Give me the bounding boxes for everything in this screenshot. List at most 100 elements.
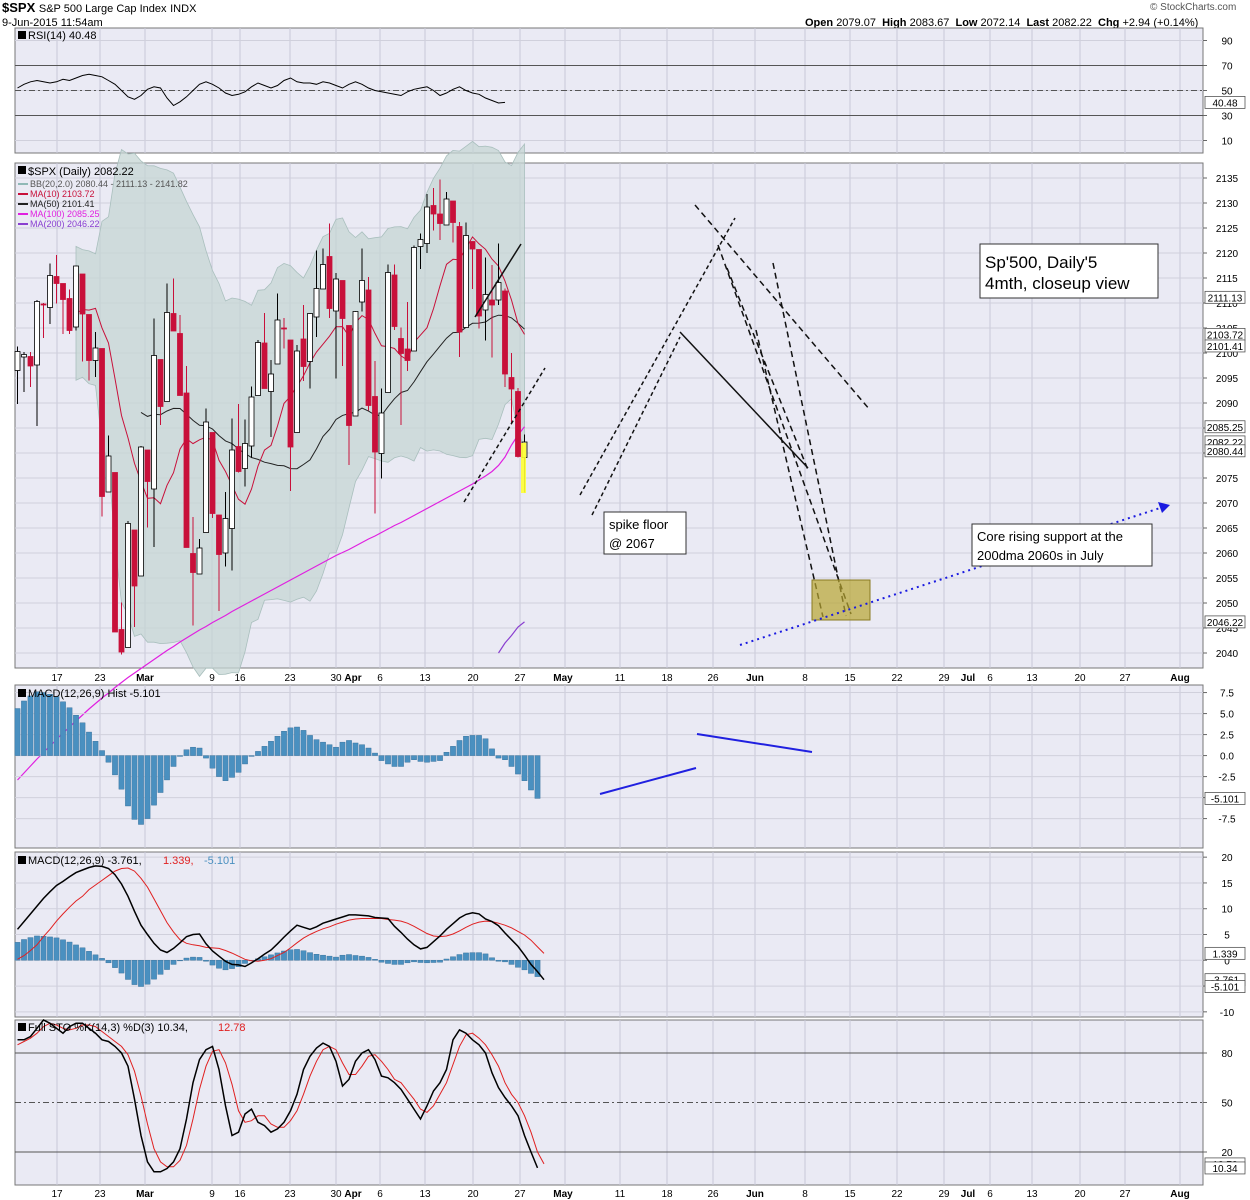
- macd-hist-bar: [47, 936, 53, 961]
- hist-bar: [47, 694, 53, 756]
- sto-tick-label: 20: [1221, 1148, 1233, 1159]
- hist-bar: [482, 738, 489, 756]
- x-tick-label-bottom: 8: [802, 1189, 808, 1200]
- x-tick-label-bottom: 30: [330, 1189, 342, 1200]
- candle: [346, 325, 352, 465]
- hist-bar: [515, 755, 521, 775]
- macd-hist-bar: [34, 935, 40, 961]
- hist-bar: [99, 750, 105, 756]
- high-label: High: [882, 17, 907, 29]
- macd-hist-bar: [177, 960, 183, 962]
- candle: [313, 250, 320, 337]
- macd-legend-swatch: [18, 856, 26, 864]
- hist-bar: [203, 755, 209, 759]
- legend-label: BB(20,2.0) 2080.44 - 2111.13 - 2141.82: [30, 179, 188, 189]
- trend-line: [717, 244, 852, 615]
- hist-bar: [14, 708, 21, 756]
- hist-bar: [430, 755, 437, 762]
- price-tag-box: [1204, 290, 1246, 304]
- price-tag: 2046.22: [1207, 618, 1244, 629]
- x-tick-label: 29: [938, 673, 950, 684]
- rsi-tick-label: 50: [1221, 87, 1233, 98]
- macd-hist-bar: [235, 960, 242, 967]
- macd-value-tag: -5.101: [1211, 983, 1240, 994]
- candle-body: [86, 314, 92, 361]
- legend-label: MA(50) 2101.41: [30, 199, 95, 209]
- sto-value-tag: 10.34: [1212, 1164, 1237, 1175]
- candle: [177, 315, 183, 396]
- macd-hist-bar: [443, 958, 450, 961]
- support-arrowhead: [1158, 502, 1170, 513]
- macd-hist-bar: [242, 960, 248, 964]
- candle: [326, 223, 333, 318]
- sto-title: Full STO %K(14,3) %D(3) 10.34,: [28, 1022, 188, 1034]
- hist-bar: [352, 742, 359, 756]
- candle-body: [300, 338, 307, 367]
- price-tick-label: 2060: [1216, 549, 1239, 560]
- macd-signal-line: [17, 867, 545, 962]
- candle-body: [489, 299, 495, 306]
- candle-body: [515, 391, 521, 457]
- hist-bar: [73, 715, 79, 756]
- x-tick-label: 9: [209, 673, 215, 684]
- low-label: Low: [955, 17, 978, 29]
- hist-bar: [34, 691, 40, 756]
- candle: [333, 273, 339, 379]
- hist-value-tag: -5.101: [1211, 794, 1240, 805]
- hist-tick-label: 5.0: [1220, 710, 1234, 721]
- candle: [216, 514, 222, 611]
- x-tick-label-bottom: 13: [1026, 1189, 1038, 1200]
- candle-body: [79, 273, 86, 315]
- candle-body: [229, 449, 235, 529]
- candle-body: [417, 239, 424, 247]
- header-timestamp: 9-Jun-2015 11:54am: [2, 17, 103, 29]
- hist-tick-label: -7.5: [1218, 815, 1236, 826]
- candle-body: [495, 282, 502, 301]
- price-tick-label: 2120: [1216, 249, 1239, 260]
- trend-line: [591, 336, 681, 516]
- candle: [131, 529, 138, 627]
- hist-bar: [450, 746, 456, 756]
- candle-body: [170, 313, 177, 332]
- candle-body: [404, 348, 411, 361]
- trend-line: [474, 243, 522, 318]
- x-tick-label: Jun: [746, 673, 764, 684]
- hist-bar: [40, 692, 47, 756]
- hist-bar: [164, 755, 170, 781]
- candle-body: [92, 347, 99, 361]
- sto-d-line: [17, 1022, 545, 1168]
- x-tick-label: 13: [1026, 673, 1038, 684]
- annotation-box-spike: [603, 511, 687, 555]
- annotation-box-title: [979, 243, 1159, 299]
- candle: [144, 449, 151, 528]
- candle: [183, 366, 190, 548]
- sto-tick-label: 80: [1221, 1049, 1233, 1060]
- x-tick-label-bottom: 9: [209, 1189, 215, 1200]
- hist-tick-label: -2.5: [1218, 773, 1236, 784]
- annotation-spike-line1: spike floor: [609, 517, 669, 532]
- legend-label: MA(200) 2046.22: [30, 219, 100, 229]
- candle: [508, 353, 515, 425]
- high-value: 2083.67: [909, 17, 950, 29]
- watermark: © StockCharts.com: [1150, 2, 1237, 13]
- hist-bar: [131, 755, 138, 820]
- price-tag-box: [1204, 444, 1246, 458]
- x-tick-label: 11: [615, 673, 626, 684]
- candle: [73, 265, 79, 331]
- price-tick-label: 2125: [1216, 224, 1239, 235]
- macd-hist-bar: [352, 955, 359, 961]
- trend-line: [579, 217, 736, 496]
- hist-bar: [151, 755, 157, 806]
- hist-bar: [469, 735, 476, 756]
- candle: [515, 388, 521, 458]
- hist-bar: [365, 747, 372, 756]
- hist-bar: [144, 755, 151, 819]
- x-tick-label-bottom: 20: [1074, 1189, 1086, 1200]
- candle: [40, 303, 47, 338]
- candle: [157, 359, 164, 425]
- candle-body: [66, 298, 73, 331]
- candle: [398, 327, 404, 425]
- ma10-line: [75, 236, 525, 505]
- candle: [469, 241, 476, 289]
- legend-label: MA(10) 2103.72: [30, 189, 95, 199]
